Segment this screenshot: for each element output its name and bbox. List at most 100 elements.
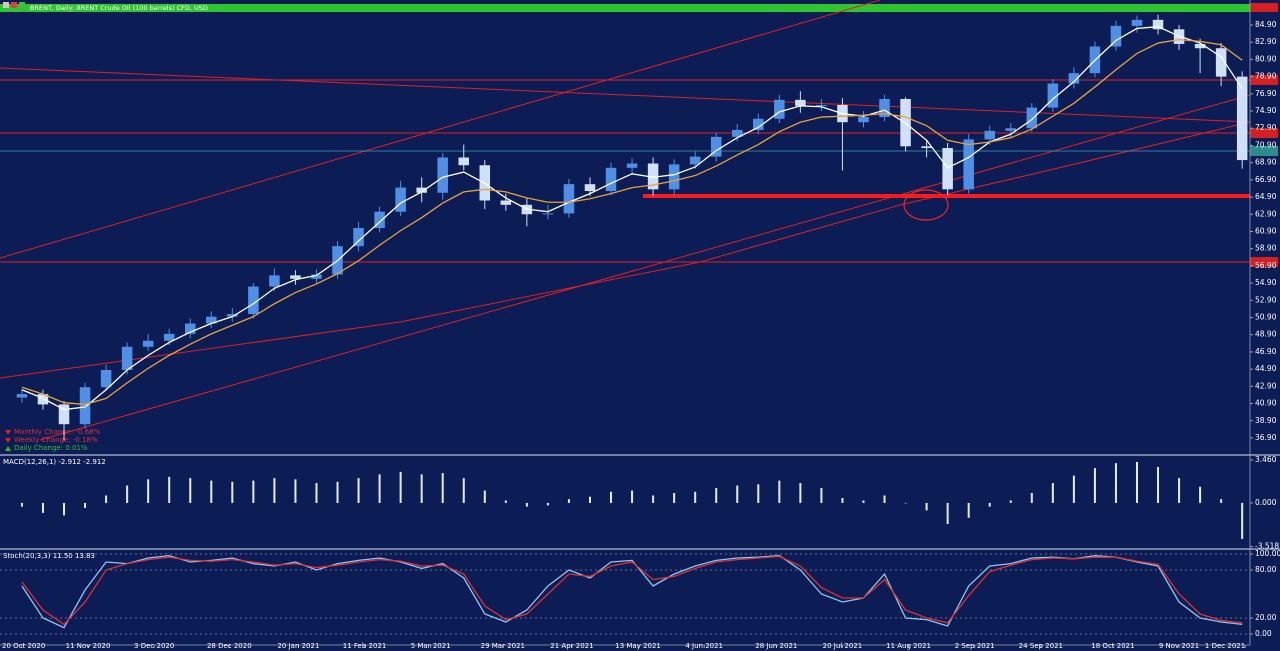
y-tick-label: 52.90 [1255, 295, 1277, 304]
annotation: Daily Change: 0.01% [14, 444, 88, 452]
histogram-bar [105, 495, 108, 503]
candle-body [269, 275, 280, 287]
candle-body [353, 228, 364, 247]
candle-body [16, 394, 28, 398]
x-tick-label: 28 Jun 2021 [755, 642, 797, 650]
histogram-bar [820, 488, 823, 503]
icon [5, 438, 11, 443]
candle-body [563, 184, 575, 214]
candle-body [142, 340, 154, 347]
histogram-bar [1009, 500, 1012, 503]
histogram-bar [652, 495, 655, 503]
histogram-bar [357, 478, 360, 503]
y-tick-label: 82.90 [1255, 37, 1277, 46]
y-tick-label: 68.90 [1255, 158, 1277, 167]
histogram-bar [673, 492, 676, 503]
histogram-bar [1157, 466, 1160, 503]
indicator-title: Stoch(20,3,3) 11.50 13.83 [3, 552, 95, 560]
indicator-line [21, 26, 1243, 411]
histogram-bar [168, 476, 171, 503]
candle-body [795, 99, 806, 106]
histogram-bar [1051, 483, 1054, 503]
candle-body [942, 148, 953, 190]
candle-body [668, 164, 680, 190]
histogram-bar [715, 488, 718, 503]
candle-body [395, 187, 406, 212]
trend-line [0, 0, 881, 259]
candle-body [458, 157, 470, 166]
candle-body [858, 117, 869, 123]
candle-body [1005, 128, 1017, 131]
candle-body [816, 105, 827, 107]
histogram-bar [862, 500, 865, 503]
candle-body [37, 394, 49, 405]
histogram-bar [336, 481, 339, 503]
y-tick-label: 58.90 [1255, 244, 1277, 253]
candle-body [710, 136, 722, 157]
histogram-bar [126, 485, 129, 503]
candle-body [689, 156, 701, 165]
x-tick-label: 18 Oct 2021 [1091, 642, 1134, 650]
top-bar [0, 4, 1250, 12]
candle-body [1194, 43, 1206, 49]
price-box [1250, 75, 1278, 85]
candle-body [879, 98, 890, 118]
histogram-bar [799, 483, 802, 503]
trend-line [39, 94, 1251, 441]
histogram-bar [967, 502, 970, 518]
candle-body [79, 387, 91, 425]
y-tick-label: 66.90 [1255, 175, 1277, 184]
histogram-bar [273, 478, 276, 503]
x-tick-label: 21 Apr 2021 [550, 642, 593, 650]
histogram-bar [904, 502, 907, 504]
candle-body [1152, 19, 1164, 30]
histogram-bar [315, 483, 318, 503]
y-tick-label: 44.90 [1255, 364, 1277, 373]
y-tick-label: 48.90 [1255, 330, 1277, 339]
histogram-bar [420, 474, 423, 503]
histogram-bar [441, 473, 444, 503]
y-tick-label: 36.90 [1255, 433, 1277, 442]
candle-body [416, 187, 427, 193]
candle-body [626, 163, 638, 168]
histogram-bar [1072, 475, 1075, 503]
candle-body [1110, 25, 1122, 47]
candle-body [437, 157, 448, 193]
histogram-bar [252, 480, 255, 503]
histogram-bar [736, 485, 739, 503]
trend-line [0, 121, 1251, 379]
x-tick-label: 20 Oct 2020 [2, 642, 45, 650]
histogram-bar [525, 502, 528, 507]
histogram-bar [189, 478, 192, 503]
indicator-line [21, 38, 1243, 406]
candle-body [206, 316, 217, 324]
histogram-bar [147, 479, 150, 503]
candle-body [584, 184, 596, 192]
indicator-line [21, 554, 1243, 629]
histogram-bar [883, 495, 886, 503]
y-tick-label: 84.90 [1255, 20, 1277, 29]
histogram-bar [1114, 463, 1117, 503]
candle-body [1026, 107, 1038, 129]
annotation: Weekly Change: -0.18% [14, 436, 98, 444]
x-tick-label: 11 Nov 2020 [66, 642, 111, 650]
x-tick-label: 28 Dec 2020 [207, 642, 252, 650]
candle-body [984, 130, 995, 140]
x-tick-label: 11 Feb 2021 [343, 642, 387, 650]
histogram-bar [694, 491, 697, 503]
y-tick-label: 62.90 [1255, 209, 1277, 218]
y-tick-label: 38.90 [1255, 416, 1277, 425]
candle-body [1047, 83, 1059, 108]
histogram-bar [567, 499, 570, 503]
candle-body [963, 139, 974, 190]
price-box [1250, 146, 1278, 156]
indicator-line [21, 555, 1243, 626]
y-tick-label: 70.90 [1255, 140, 1277, 149]
histogram-bar [1220, 499, 1223, 503]
price-box [1250, 3, 1278, 12]
y-tick-label: 80.00 [1255, 565, 1277, 574]
candle-body [731, 129, 743, 137]
histogram-bar [1178, 478, 1181, 503]
